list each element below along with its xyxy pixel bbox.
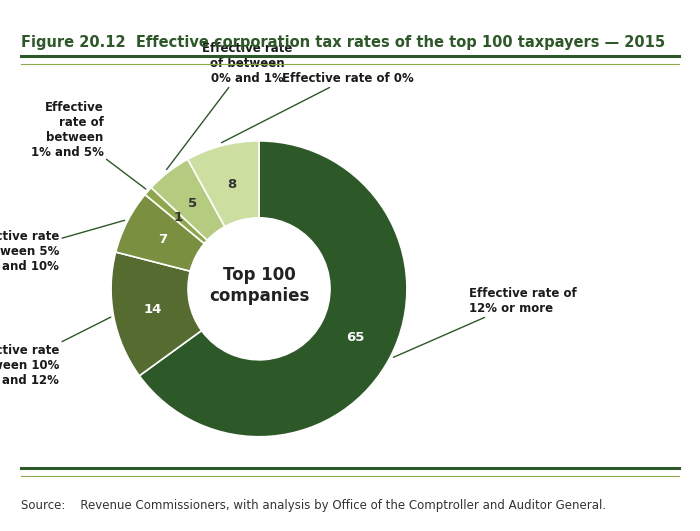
Text: Effective rate
of between
0% and 1%: Effective rate of between 0% and 1% [167, 42, 293, 169]
Wedge shape [151, 159, 225, 240]
Text: Effective rate
between 10%
and 12%: Effective rate between 10% and 12% [0, 317, 111, 387]
Text: Effective rate
between 5%
and 10%: Effective rate between 5% and 10% [0, 220, 125, 273]
Text: Effective rate of 0%: Effective rate of 0% [221, 72, 414, 143]
Wedge shape [139, 141, 407, 436]
Text: Effective
rate of
between
1% and 5%: Effective rate of between 1% and 5% [31, 101, 146, 189]
Text: 65: 65 [346, 331, 365, 344]
Text: Top 100
companies: Top 100 companies [209, 267, 309, 305]
Text: 1: 1 [174, 211, 183, 224]
Wedge shape [188, 141, 259, 227]
Text: 14: 14 [144, 303, 162, 315]
Wedge shape [116, 194, 204, 271]
Text: 8: 8 [228, 178, 237, 191]
Wedge shape [145, 187, 207, 244]
Text: 7: 7 [158, 233, 167, 246]
Text: 5: 5 [188, 197, 197, 210]
Text: Source:    Revenue Commissioners, with analysis by Office of the Comptroller and: Source: Revenue Commissioners, with anal… [21, 499, 606, 512]
Text: Figure 20.12  Effective corporation tax rates of the top 100 taxpayers — 2015: Figure 20.12 Effective corporation tax r… [21, 35, 665, 49]
Wedge shape [111, 252, 202, 376]
Text: Effective rate of
12% or more: Effective rate of 12% or more [393, 287, 577, 357]
